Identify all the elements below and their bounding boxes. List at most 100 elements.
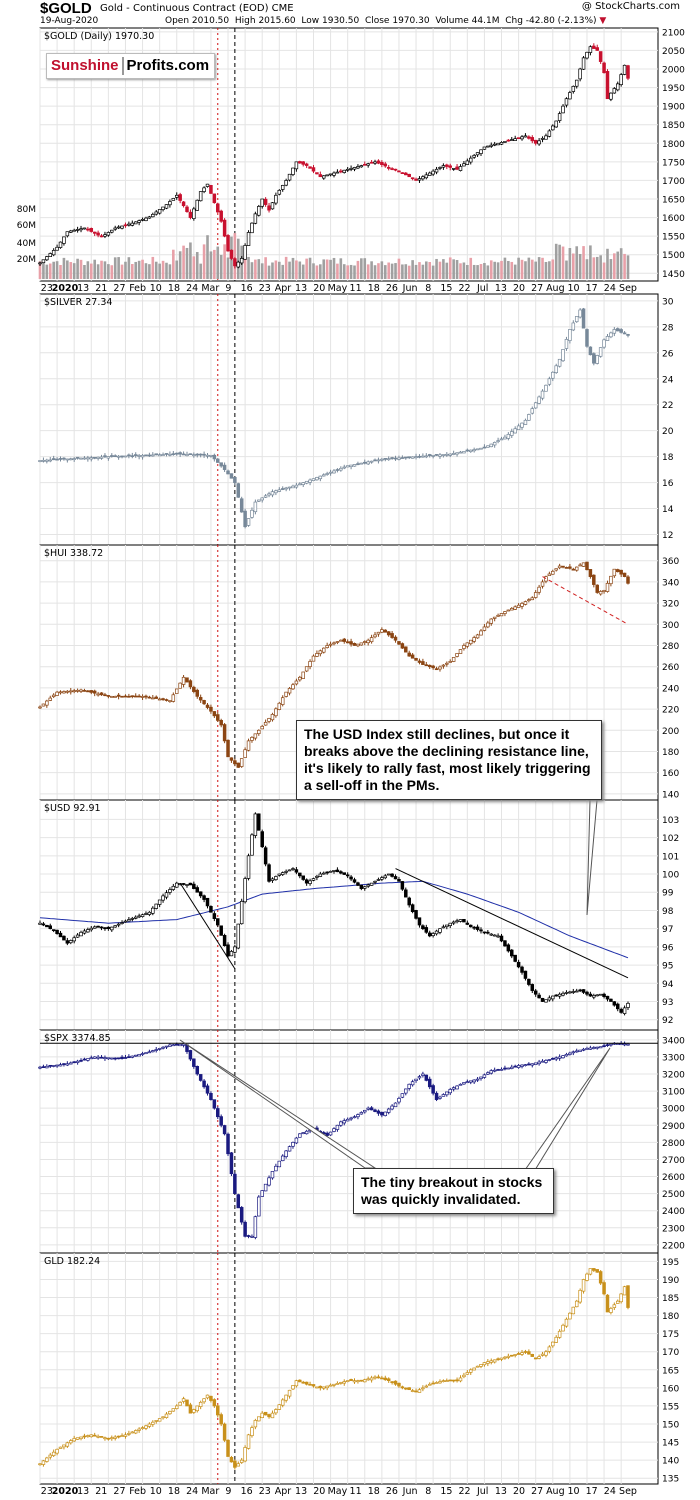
gold-candle-body bbox=[246, 232, 251, 246]
silver-y-tick-label: 18 bbox=[662, 453, 674, 463]
top-axis-x-tick-label: 24 bbox=[604, 283, 616, 294]
top-axis-x-tick-label: 11 bbox=[350, 283, 362, 294]
usd-candle-body bbox=[527, 978, 531, 985]
gold-candle-body bbox=[205, 183, 210, 187]
gold-candle-body bbox=[140, 219, 145, 221]
gold-volume-bar bbox=[329, 259, 332, 279]
spx-candle-body bbox=[298, 1133, 302, 1138]
gld-candle-body bbox=[359, 1379, 364, 1382]
silver-candle-body bbox=[321, 474, 326, 477]
usd-candle-body bbox=[72, 937, 76, 942]
gld-candle-body bbox=[133, 1430, 138, 1434]
silver-candle-body bbox=[226, 470, 230, 475]
gld-candle-body bbox=[475, 1365, 480, 1368]
gld-candle-body bbox=[277, 1404, 282, 1410]
gold-candle-body bbox=[48, 253, 53, 257]
silver-y-tick-label: 28 bbox=[662, 323, 674, 333]
gold-volume-bar bbox=[86, 261, 90, 279]
spx-candle-body bbox=[304, 1130, 309, 1135]
usd-y-tick-label: 99 bbox=[662, 889, 674, 899]
hui-candle-body bbox=[619, 569, 623, 575]
silver-candle-body bbox=[298, 483, 302, 486]
gold-candle-body bbox=[407, 173, 411, 178]
gold-legend-label: $GOLD (Daily) 1970.30 bbox=[44, 31, 154, 42]
usd-candle-body bbox=[615, 1003, 620, 1010]
gold-candle-body bbox=[489, 144, 494, 147]
usd-candle-body bbox=[246, 855, 251, 879]
bottom-axis-x-tick-label: 23 bbox=[259, 1486, 271, 1497]
gold-candle-body bbox=[92, 231, 97, 234]
silver-candle-body bbox=[253, 501, 258, 513]
gold-candle-body bbox=[267, 205, 271, 211]
spx-candle-body bbox=[366, 1107, 370, 1110]
gold-volume-bar bbox=[431, 265, 435, 279]
silver-candle-body bbox=[154, 453, 158, 456]
spx-candle-body bbox=[291, 1142, 295, 1147]
gold-volume-bar bbox=[189, 242, 192, 279]
gld-candle-body bbox=[486, 1361, 490, 1364]
gld-candle-body bbox=[92, 1434, 97, 1437]
top-axis-x-tick-label: 23 bbox=[259, 283, 271, 294]
hui-y-tick-label: 140 bbox=[662, 790, 679, 800]
hui-candle-body bbox=[250, 737, 254, 741]
silver-candle-body bbox=[328, 471, 333, 474]
hui-candle-body bbox=[622, 572, 627, 577]
spx-candle-body bbox=[181, 1043, 186, 1046]
hui-candle-body bbox=[212, 711, 217, 717]
gld-candle-body bbox=[561, 1324, 565, 1332]
hui-candle-body bbox=[277, 702, 282, 710]
gld-candle-body bbox=[622, 1286, 627, 1296]
silver-y-tick-label: 26 bbox=[662, 349, 674, 359]
gold-volume-bar bbox=[349, 264, 353, 279]
spx-candle-body bbox=[554, 1057, 558, 1060]
spx-candle-body bbox=[451, 1087, 456, 1090]
usd-candle-body bbox=[499, 935, 504, 942]
gold-volume-bar bbox=[291, 257, 295, 279]
hui-candle-body bbox=[626, 576, 630, 584]
gld-candle-body bbox=[468, 1369, 473, 1373]
usd-y-tick-label: 94 bbox=[662, 980, 674, 990]
gold-candle-body bbox=[445, 164, 449, 167]
gld-candle-body bbox=[229, 1457, 234, 1463]
usd-candle-body bbox=[229, 951, 234, 957]
silver-candle-body bbox=[516, 425, 521, 431]
spx-candle-body bbox=[140, 1053, 145, 1055]
hui-candle-body bbox=[267, 718, 271, 722]
top-axis-x-tick-label: 20 bbox=[513, 283, 525, 294]
usd-candle-body bbox=[492, 934, 497, 937]
gld-candle-body bbox=[598, 1271, 603, 1284]
gold-candle-body bbox=[421, 176, 425, 180]
gold-candle-body bbox=[157, 209, 162, 214]
bottom-axis-x-tick-label: 13 bbox=[495, 1486, 507, 1497]
usd-candle-body bbox=[585, 991, 589, 995]
hui-candle-body bbox=[465, 642, 470, 647]
gold-y-tick-label: 1750 bbox=[662, 158, 685, 168]
gld-candle-body bbox=[311, 1384, 316, 1387]
silver-candle-body bbox=[349, 464, 353, 468]
spx-candle-body bbox=[359, 1112, 364, 1115]
gold-candle-body bbox=[99, 235, 104, 238]
hui-candle-body bbox=[503, 611, 507, 614]
spx-candle-body bbox=[212, 1099, 217, 1109]
gold-candle-body bbox=[164, 204, 169, 209]
gold-volume-bar bbox=[418, 262, 421, 279]
gld-candle-body bbox=[294, 1380, 299, 1387]
usd-candle-body bbox=[533, 990, 538, 995]
down-triangle-icon: ▼ bbox=[599, 16, 607, 26]
bottom-axis-x-tick-label: 18 bbox=[368, 1486, 380, 1497]
hui-candle-body bbox=[209, 706, 213, 712]
spx-candle-body bbox=[626, 1043, 630, 1046]
gold-y-tick-label: 1550 bbox=[662, 233, 685, 243]
bottom-axis-x-tick-label: May bbox=[328, 1486, 348, 1497]
gld-legend-label: GLD 182.24 bbox=[44, 1256, 100, 1267]
usd-candle-body bbox=[612, 1001, 617, 1006]
spx-candle-body bbox=[588, 1047, 593, 1050]
spx-candle-body bbox=[229, 1152, 234, 1175]
gold-volume-bar bbox=[202, 244, 206, 279]
gold-candle-body bbox=[585, 51, 589, 59]
gold-volume-bar bbox=[421, 264, 425, 279]
usd-candle-body bbox=[120, 922, 124, 924]
gld-candle-body bbox=[96, 1435, 100, 1438]
silver-candle-body bbox=[410, 456, 415, 459]
usd-candle-body bbox=[181, 883, 186, 885]
